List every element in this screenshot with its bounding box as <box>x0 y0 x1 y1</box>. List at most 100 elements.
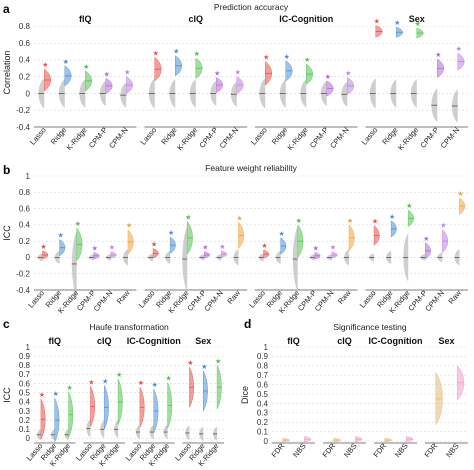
y-tick-label: 0 <box>26 434 31 443</box>
x-tick-label: NBS <box>444 442 461 460</box>
x-tick-label: K-Ridge <box>396 126 420 153</box>
y-tick-label: 0.2 <box>19 237 31 246</box>
significance-star: ★ <box>235 69 241 77</box>
significance-star: ★ <box>42 61 48 69</box>
x-tick-label: FDR <box>320 441 337 459</box>
significance-star: ★ <box>313 245 319 253</box>
significance-star: ★ <box>406 202 412 210</box>
significance-star: ★ <box>345 70 351 78</box>
x-tick-label: CPM-N <box>218 126 241 151</box>
x-tick-label: Lasso <box>137 289 157 310</box>
significance-star: ★ <box>53 390 59 398</box>
y-axis-label: Dice <box>240 386 250 404</box>
significance-star: ★ <box>165 375 171 383</box>
x-tick-label: CPM-N <box>439 126 462 151</box>
significance-star: ★ <box>173 48 179 56</box>
y-tick-label: 0.4 <box>257 399 269 408</box>
y-tick-label: -0.2 <box>16 106 30 115</box>
x-tick-label: FDR <box>422 441 439 459</box>
x-tick-label: CPM-P <box>418 126 440 150</box>
group-title: cIQ <box>97 336 112 346</box>
group-title: Sex <box>409 14 425 24</box>
significance-star: ★ <box>389 213 395 221</box>
significance-star: ★ <box>66 384 72 392</box>
significance-star: ★ <box>187 359 193 367</box>
x-tick-label: K-Ridge <box>175 126 199 153</box>
x-tick-label: Ridge <box>49 126 68 147</box>
y-tick-label: 0.2 <box>19 416 31 425</box>
y-tick-label: 0.3 <box>19 407 31 416</box>
y-tick-label: 0.3 <box>257 409 269 418</box>
significance-star: ★ <box>215 357 221 365</box>
significance-star: ★ <box>440 222 446 230</box>
violin-group: IC-Cognition★Lasso★Ridge★K-Ridge <box>124 336 181 468</box>
y-tick-label: 0.8 <box>19 188 31 197</box>
x-tick-label: Lasso <box>139 126 159 147</box>
significance-star: ★ <box>109 244 115 252</box>
violin-group: cIQ FDR NBS <box>320 336 366 459</box>
group-title: IC-Cognition <box>127 336 181 346</box>
panel-title: Feature weight reliability <box>205 163 297 173</box>
y-tick-label: 0.4 <box>19 398 31 407</box>
group-title: fIQ <box>287 336 300 346</box>
significance-star: ★ <box>63 58 69 66</box>
x-tick-label: Lasso <box>247 289 267 310</box>
x-tick-label: CPM-N <box>202 289 225 314</box>
x-tick-label: FDR <box>371 441 388 459</box>
violin-group: ★Lasso★Ridge★K-Ridge★CPM-P★CPM-N★Raw <box>247 217 358 315</box>
y-tick-label: 0.6 <box>257 380 269 389</box>
panel-title: Significance testing <box>333 322 407 332</box>
violin-group: fIQ FDR NBS <box>269 336 315 459</box>
y-tick-label: 1 <box>264 343 269 352</box>
significance-star: ★ <box>124 69 130 77</box>
significance-star: ★ <box>415 20 421 28</box>
group-title: fIQ <box>79 14 92 24</box>
violin-group: ★Lasso★Ridge★K-Ridge★CPM-P★CPM-N★Raw <box>26 220 137 315</box>
x-tick-label: Lasso <box>249 126 269 147</box>
y-tick-label: -0.4 <box>16 286 30 295</box>
x-tick-label: CPM-P <box>87 126 109 150</box>
significance-star: ★ <box>304 56 310 64</box>
significance-star: ★ <box>374 18 380 26</box>
y-axis-label: ICC <box>2 387 12 403</box>
y-tick-label: 0.6 <box>19 204 31 213</box>
significance-star: ★ <box>92 245 98 253</box>
x-tick-label: CPM-N <box>423 289 446 314</box>
y-tick-label: 0.8 <box>257 362 269 371</box>
panel-b: b Feature weight reliability ICC -0.4 -0.2 0 0… <box>2 163 468 315</box>
significance-star: ★ <box>151 240 157 248</box>
significance-star: ★ <box>75 220 81 228</box>
group-title: Sex <box>195 336 211 346</box>
x-tick-label: Raw <box>336 288 353 306</box>
y-tick-label: 0.7 <box>257 371 269 380</box>
x-tick-label: CPM-N <box>328 126 351 151</box>
panel-letter: b <box>3 163 10 177</box>
significance-star: ★ <box>138 379 144 387</box>
violin-group: ★Lasso★Ridge★K-Ridge★CPM-P★CPM-N★Raw <box>137 214 247 315</box>
y-tick-label: 0.6 <box>19 39 31 48</box>
x-tick-label: Raw <box>225 288 242 306</box>
y-tick-label: 0.7 <box>19 370 31 379</box>
significance-star: ★ <box>185 214 191 222</box>
violin-group: Sex FDR NBS <box>422 336 468 459</box>
x-tick-label: CPM-P <box>308 126 330 150</box>
significance-star: ★ <box>102 377 108 385</box>
significance-star: ★ <box>57 232 63 240</box>
violin-group: IC-Cognition ★ Lasso ★ Ridge ★ K-Ridge ★ CPM-P ★ C… <box>249 14 358 152</box>
y-tick-label: 0.9 <box>257 352 269 361</box>
y-tick-label: 0.2 <box>19 72 31 81</box>
significance-star: ★ <box>394 19 400 27</box>
significance-star: ★ <box>457 190 463 198</box>
significance-star: ★ <box>263 54 269 62</box>
significance-star: ★ <box>347 217 353 225</box>
violin-group: cIQ ★ Lasso ★ Ridge ★ K-Ridge ★ CPM-P ★ CPM-N <box>139 14 247 152</box>
significance-star: ★ <box>40 243 46 251</box>
violin-group: fIQ ★ Lasso ★ Ridge ★ K-Ridge ★ CPM-P ★ CPM-N <box>28 14 137 152</box>
group-title: IC-Cognition <box>279 14 333 24</box>
y-tick-label: 0.5 <box>19 389 31 398</box>
x-tick-label: NBS <box>342 442 359 460</box>
y-tick-label: 0.8 <box>19 22 31 31</box>
significance-star: ★ <box>39 391 45 399</box>
group-title: cIQ <box>188 14 203 24</box>
x-tick-label: Lasso <box>28 126 48 147</box>
